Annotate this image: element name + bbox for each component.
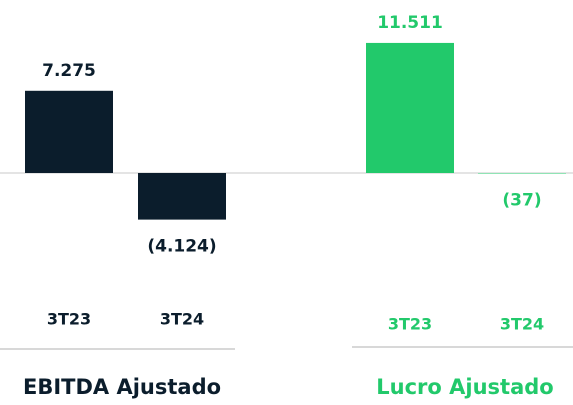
value-label: (4.124) xyxy=(147,237,216,257)
x-tick-label: 3T24 xyxy=(160,310,204,329)
x-tick-label: 3T23 xyxy=(47,310,91,329)
value-label: 7.275 xyxy=(42,61,96,81)
value-label: (37) xyxy=(502,190,541,210)
bar xyxy=(478,173,566,174)
x-tick-label: 3T23 xyxy=(388,315,432,334)
group-title: EBITDA Ajustado xyxy=(23,375,221,399)
bar xyxy=(138,173,226,220)
x-tick-label: 3T24 xyxy=(500,315,544,334)
bar xyxy=(366,42,454,173)
bar xyxy=(25,90,113,173)
group-title: Lucro Ajustado xyxy=(376,375,553,399)
value-label: 11.511 xyxy=(377,13,443,33)
